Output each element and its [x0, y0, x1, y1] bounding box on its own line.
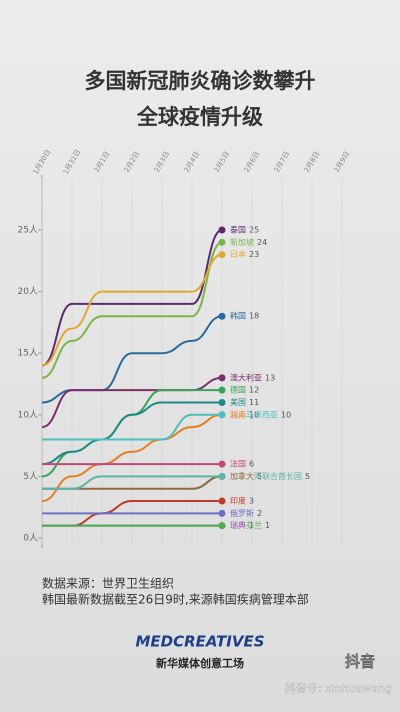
app-account: 抖音号: xinhuawang — [285, 681, 392, 695]
value-label: 13 — [265, 373, 275, 382]
value-label: 10 — [281, 410, 291, 419]
brand-logo: MEDCREATIVES — [135, 633, 264, 651]
y-tick-label: 20人 — [18, 286, 38, 297]
note: 数据来源：世界卫生组织 — [42, 576, 174, 591]
end-dot — [218, 226, 226, 234]
series-label: 新加坡 — [230, 237, 254, 247]
end-dot — [218, 411, 226, 419]
value-label: 5 — [305, 472, 310, 481]
end-dot — [218, 312, 226, 320]
series-label: 美国 — [230, 397, 246, 407]
value-label: 2 — [257, 509, 262, 518]
line — [41, 413, 223, 503]
value-label: 12 — [249, 386, 259, 395]
end-dot — [218, 374, 226, 382]
end-dot — [218, 251, 226, 259]
line — [42, 475, 222, 490]
end-dot — [218, 460, 226, 468]
end-dot — [218, 472, 226, 480]
x-tick-label: 2月2日 — [123, 150, 141, 174]
brand-name: 新华媒体创意工场 — [156, 656, 244, 670]
end-dot — [218, 522, 226, 530]
series-label: 阿联合酋长国 — [254, 471, 302, 481]
series-label: 澳大利亚 — [230, 372, 262, 382]
series-label: 韩国 — [230, 311, 246, 321]
x-tick-label: 2月9日 — [333, 150, 351, 174]
x-tick-label: 2月3日 — [153, 150, 171, 174]
value-label: 11 — [249, 398, 259, 407]
series-label: 法国 — [230, 459, 246, 469]
series-label: 越南 — [230, 409, 246, 419]
value-label: 23 — [249, 250, 259, 259]
series-label: 芬兰 — [246, 520, 262, 530]
value-label: 5 — [257, 472, 262, 481]
line — [41, 229, 223, 367]
x-tick-label: 2月1日 — [93, 150, 111, 174]
value-label: 1 — [249, 521, 254, 530]
note: 韩国最新数据截至26日9时,来源韩国疾病管理本部 — [42, 592, 309, 607]
x-tick-label: 2月4日 — [183, 150, 201, 174]
x-tick-label: 2月6日 — [243, 150, 261, 174]
end-dot — [218, 497, 226, 505]
value-label: 18 — [249, 312, 259, 321]
value-label: 6 — [249, 460, 254, 469]
line — [41, 241, 223, 379]
line — [41, 413, 222, 441]
series-label: 马来西亚 — [246, 410, 278, 419]
y-tick-label: 0人 — [23, 533, 38, 544]
end-dot — [218, 238, 226, 246]
chart-subtitle: 全球疫情升级 — [136, 105, 263, 129]
value-label: 1 — [265, 521, 270, 530]
end-dot — [218, 509, 226, 517]
x-tick-label: 1月30日 — [32, 148, 53, 176]
app-name: 抖音 — [345, 653, 375, 671]
value-label: 10 — [249, 410, 259, 419]
series-label: 德国 — [230, 385, 246, 395]
series-label: 日本 — [230, 249, 246, 259]
end-dot — [218, 386, 226, 394]
y-tick-label: 5人 — [23, 471, 38, 482]
series-label: 俄罗斯 — [230, 508, 254, 518]
end-dot — [218, 398, 226, 406]
series-label: 加拿大 — [230, 471, 254, 481]
value-label: 25 — [249, 226, 259, 235]
value-label: 3 — [249, 497, 254, 506]
x-tick-label: 2月8日 — [303, 150, 321, 174]
y-tick-label: 25人 — [18, 225, 38, 236]
value-label: 24 — [257, 238, 267, 247]
series-label: 印度 — [230, 496, 246, 506]
x-tick-label: 1月31日 — [62, 148, 83, 176]
y-tick-label: 10人 — [18, 409, 38, 420]
x-tick-label: 2月7日 — [273, 150, 291, 174]
series-label: 瑞典 — [230, 520, 246, 530]
x-tick-label: 2月5日 — [213, 150, 231, 174]
line — [41, 253, 223, 367]
chart-title: 多国新冠肺炎确诊数攀升 — [85, 69, 316, 93]
y-tick-label: 15人 — [18, 348, 38, 359]
line — [41, 401, 222, 466]
series-label: 泰国 — [230, 225, 246, 235]
